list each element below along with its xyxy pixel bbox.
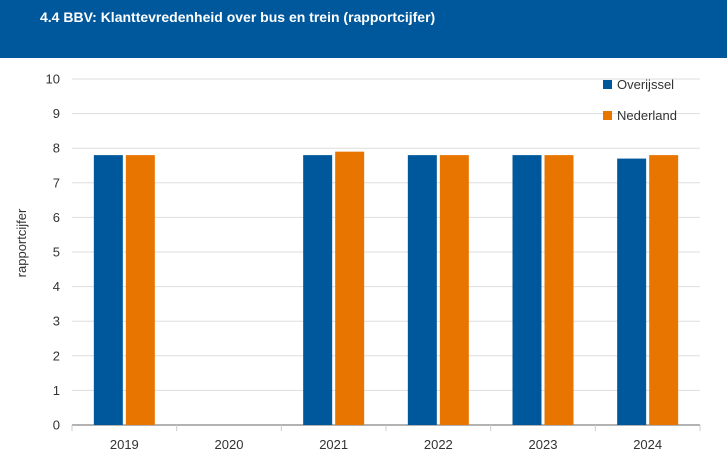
y-axis-label: rapportcijfer (14, 208, 29, 277)
chart-header: 4.4 BBV: Klanttevredenheid over bus en t… (0, 0, 727, 58)
bar-overijssel-2021 (303, 155, 333, 425)
legend-swatch (603, 111, 612, 120)
y-tick-label: 2 (53, 348, 60, 363)
bar-overijssel-2024 (617, 158, 647, 425)
gridlines (72, 78, 700, 426)
legend-label: Nederland (617, 108, 677, 123)
x-tick-label: 2021 (319, 437, 348, 452)
y-tick-label: 10 (46, 72, 60, 87)
y-tick-label: 8 (53, 141, 60, 156)
bars (93, 151, 679, 425)
x-tick-label: 2020 (215, 437, 244, 452)
bar-nederland-2022 (439, 155, 469, 425)
bar-overijssel-2022 (407, 155, 437, 425)
legend: Overijssel Nederland (603, 77, 677, 123)
bar-nederland-2023 (544, 155, 574, 425)
y-tick-label: 4 (53, 279, 60, 294)
y-tick-label: 5 (53, 245, 60, 260)
bar-nederland-2019 (125, 155, 155, 425)
y-tick-label: 1 (53, 383, 60, 398)
x-tick-label: 2023 (529, 437, 558, 452)
bar-overijssel-2019 (93, 155, 123, 425)
legend-swatch (603, 80, 612, 89)
bar-nederland-2021 (335, 151, 365, 425)
x-tick-label: 2019 (110, 437, 139, 452)
legend-label: Overijssel (617, 77, 674, 92)
y-tick-label: 0 (53, 418, 60, 433)
y-axis-ticks: 0 1 2 3 4 5 6 7 8 9 10 (46, 72, 60, 433)
x-tick-label: 2022 (424, 437, 453, 452)
bar-nederland-2024 (649, 155, 679, 425)
x-axis-ticks: 2019 2020 2021 2022 2023 2024 (71, 425, 701, 452)
chart-title: 4.4 BBV: Klanttevredenheid over bus en t… (40, 9, 436, 25)
y-tick-label: 9 (53, 106, 60, 121)
x-tick-label: 2024 (633, 437, 662, 452)
y-tick-label: 3 (53, 314, 60, 329)
bar-overijssel-2023 (512, 155, 542, 425)
y-tick-label: 6 (53, 210, 60, 225)
y-tick-label: 7 (53, 175, 60, 190)
